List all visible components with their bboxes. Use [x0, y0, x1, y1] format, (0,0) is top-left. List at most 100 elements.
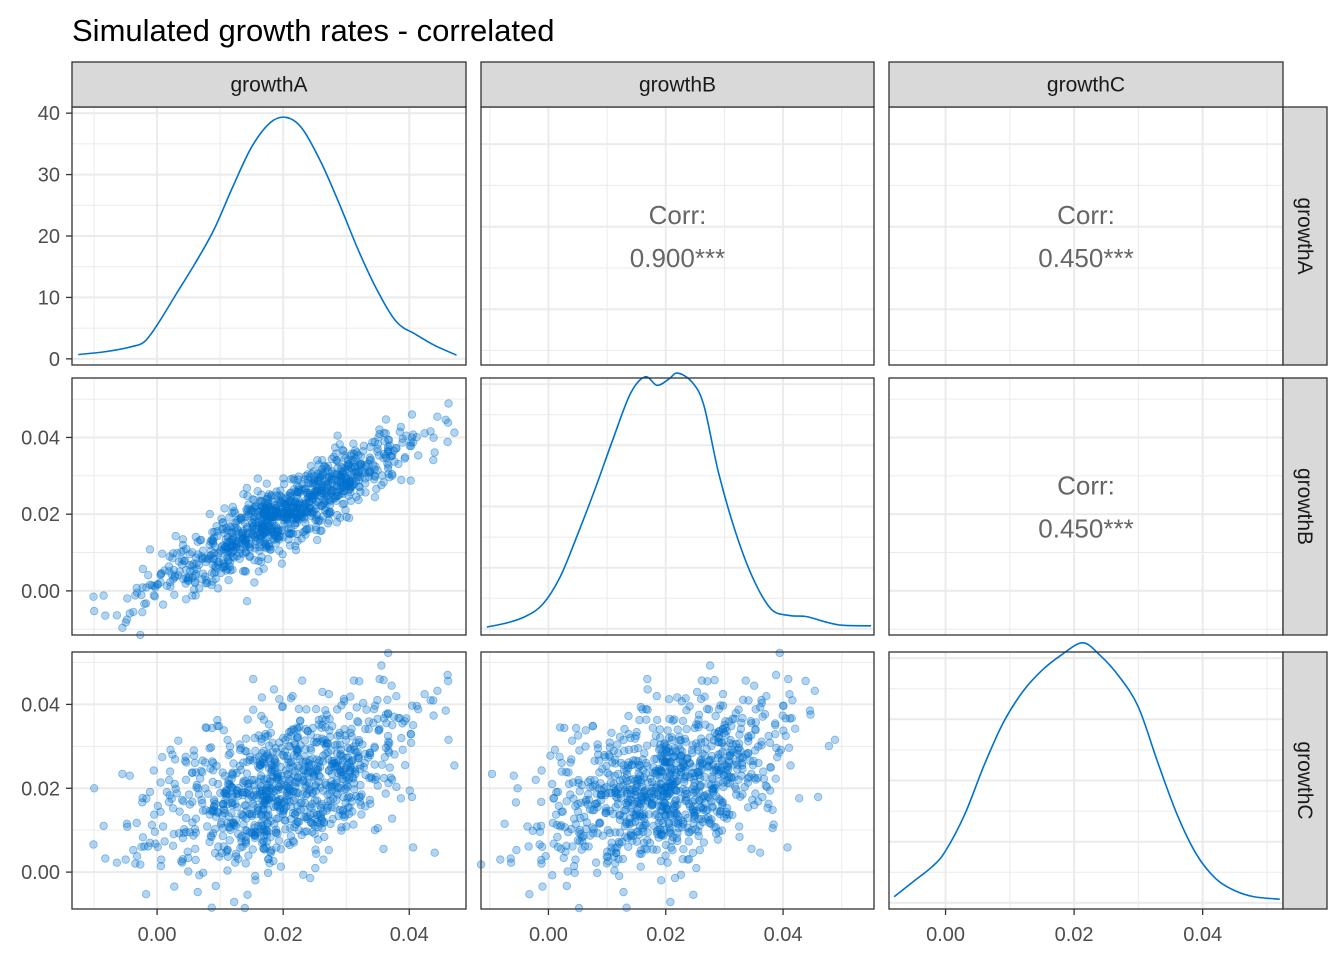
scatter-point: [228, 508, 237, 518]
scatter-point: [129, 607, 138, 617]
scatter-point: [256, 526, 266, 536]
scatter-point: [350, 462, 359, 472]
scatter-point: [337, 473, 346, 482]
scatter-point: [383, 464, 393, 473]
scatter-point: [190, 758, 200, 768]
scatter-point: [379, 449, 389, 459]
scatter-point: [347, 732, 356, 741]
scatter-point: [343, 794, 352, 803]
scatter-point: [190, 824, 200, 834]
scatter-point: [259, 529, 268, 539]
scatter-point: [325, 732, 335, 741]
scatter-point: [751, 725, 760, 735]
scatter-point: [276, 862, 286, 871]
scatter-point: [346, 451, 355, 460]
scatter-point: [229, 542, 238, 552]
scatter-point: [245, 505, 255, 514]
scatter-point: [348, 476, 357, 485]
scatter-point: [202, 822, 212, 831]
scatter-point: [643, 836, 652, 845]
scatter-point: [695, 845, 704, 855]
scatter-point: [302, 525, 311, 534]
scatter-point: [273, 508, 282, 518]
scatter-point: [273, 829, 282, 838]
scatter-point: [400, 454, 409, 463]
scatter-point: [259, 509, 268, 518]
scatter-point: [354, 475, 364, 485]
scatter-point: [758, 792, 767, 802]
scatter-point: [168, 575, 178, 584]
scatter-point: [286, 489, 295, 498]
panel-background: [72, 378, 466, 635]
scatter-point: [300, 736, 310, 745]
scatter-point: [619, 887, 628, 897]
scatter-point: [340, 499, 349, 508]
scatter-point: [208, 536, 217, 545]
scatter-point: [258, 786, 267, 796]
scatter-point: [344, 477, 354, 486]
scatter-point: [217, 542, 226, 551]
scatter-point: [285, 496, 295, 506]
scatter-point: [286, 524, 296, 533]
scatter-point: [292, 491, 302, 500]
scatter-point: [256, 532, 266, 541]
scatter-point: [296, 508, 305, 517]
scatter-point: [408, 843, 418, 852]
scatter-point: [385, 763, 394, 772]
scatter-point: [330, 803, 340, 813]
scatter-point: [284, 510, 293, 519]
scatter-point: [233, 515, 243, 524]
scatter-point: [235, 534, 245, 543]
scatter-point: [184, 790, 194, 799]
scatter-point: [524, 842, 533, 851]
scatter-point: [269, 513, 278, 522]
scatter-point: [218, 811, 227, 820]
scatter-point: [301, 530, 310, 539]
scatter-point: [296, 498, 305, 508]
scatter-point: [273, 527, 282, 536]
scatter-point: [191, 591, 200, 600]
y-tick-label: 20: [38, 226, 60, 248]
scatter-point: [293, 481, 302, 490]
scatter-point: [310, 821, 319, 830]
scatter-point: [384, 469, 393, 478]
scatter-point: [336, 489, 346, 498]
scatter-point: [184, 574, 193, 583]
scatter-point: [232, 768, 241, 778]
scatter-point: [256, 532, 265, 541]
scatter-point: [296, 741, 305, 750]
scatter-point: [757, 737, 766, 746]
scatter-point: [265, 532, 274, 541]
scatter-point: [316, 468, 325, 477]
scatter-point: [245, 544, 255, 553]
panel-border: [71, 377, 467, 636]
scatter-point: [192, 564, 201, 574]
scatter-point: [277, 510, 286, 520]
scatter-point: [253, 487, 262, 496]
scatter-point: [244, 529, 254, 538]
scatter-point: [374, 433, 383, 442]
scatter-point: [232, 542, 242, 552]
scatter-point: [335, 740, 345, 749]
scatter-point: [278, 526, 287, 535]
scatter-point: [316, 501, 326, 511]
scatter-point: [389, 446, 399, 455]
scatter-point: [247, 533, 256, 542]
scatter-point: [268, 517, 277, 527]
scatter-point: [366, 442, 375, 452]
scatter-point: [206, 546, 216, 555]
scatter-point: [374, 725, 384, 735]
scatter-point: [227, 535, 236, 545]
scatter-point: [177, 560, 187, 569]
scatter-point: [200, 758, 210, 767]
scatter-point: [220, 528, 229, 538]
scatter-point: [715, 809, 725, 819]
scatter-point: [151, 839, 160, 848]
scatter-point: [375, 425, 384, 434]
scatter-point: [263, 554, 273, 564]
scatter-point: [365, 773, 374, 783]
scatter-point: [369, 460, 378, 469]
scatter-point: [235, 554, 244, 563]
scatter-point: [218, 525, 227, 534]
scatter-point: [310, 487, 319, 497]
